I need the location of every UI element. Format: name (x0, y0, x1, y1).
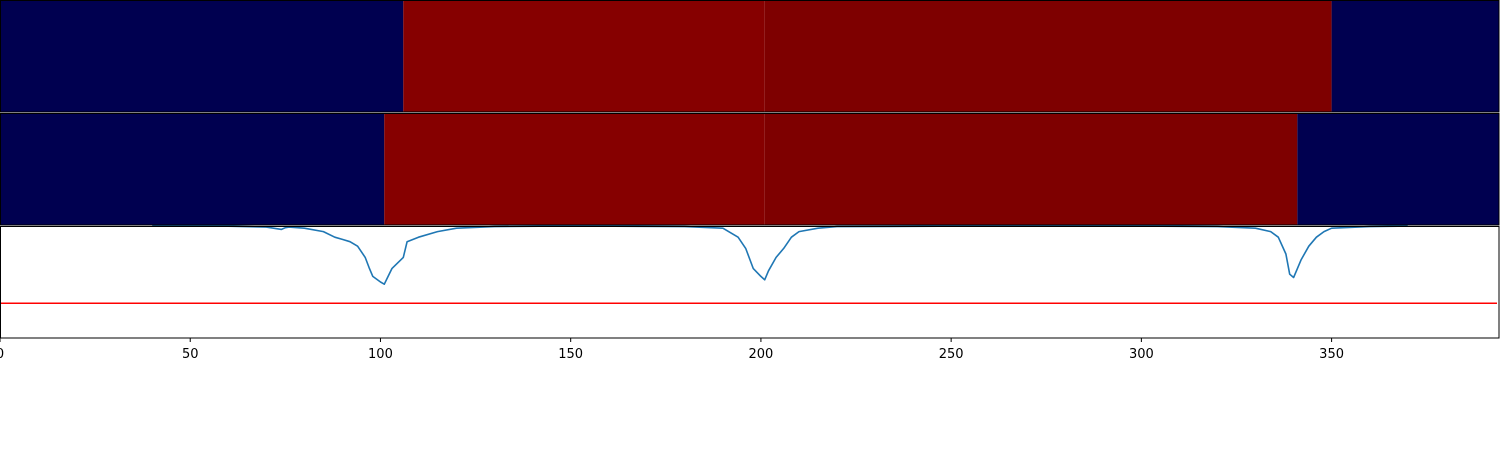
x-tick-label-200: 200 (748, 347, 773, 362)
row-2-frame (0, 113, 1500, 226)
segment-row-2 (0, 113, 1499, 225)
x-tick-label-250: 250 (939, 347, 964, 362)
segment-1-1 (0, 0, 404, 112)
x-tick-label-100: 100 (368, 347, 393, 362)
line-panel (0, 225, 1497, 305)
segment-2-2 (384, 113, 765, 225)
x-tick-label-50: 50 (182, 347, 199, 362)
line-series-group (152, 225, 1408, 286)
x-tick-label-0: 0 (0, 347, 4, 362)
x-axis: 0 50 100 150 200 250 300 350 (0, 338, 1344, 362)
x-tick-label-350: 350 (1319, 347, 1344, 362)
line-panel-frame (0, 226, 1500, 339)
x-tick-label-150: 150 (558, 347, 583, 362)
row-1-frame (0, 0, 1500, 113)
segment-2-1 (0, 113, 385, 225)
segment-2-4 (1297, 113, 1499, 225)
segment-row-1 (0, 0, 1499, 112)
segment-1-3 (764, 0, 1332, 112)
segment-rows (0, 0, 1499, 225)
line-series-1 (152, 225, 1408, 286)
segment-1-2 (403, 0, 765, 112)
segment-1-4 (1331, 0, 1499, 112)
x-tick-label-300: 300 (1129, 347, 1154, 362)
segment-2-3 (764, 113, 1298, 225)
panel-frames (0, 0, 1500, 339)
